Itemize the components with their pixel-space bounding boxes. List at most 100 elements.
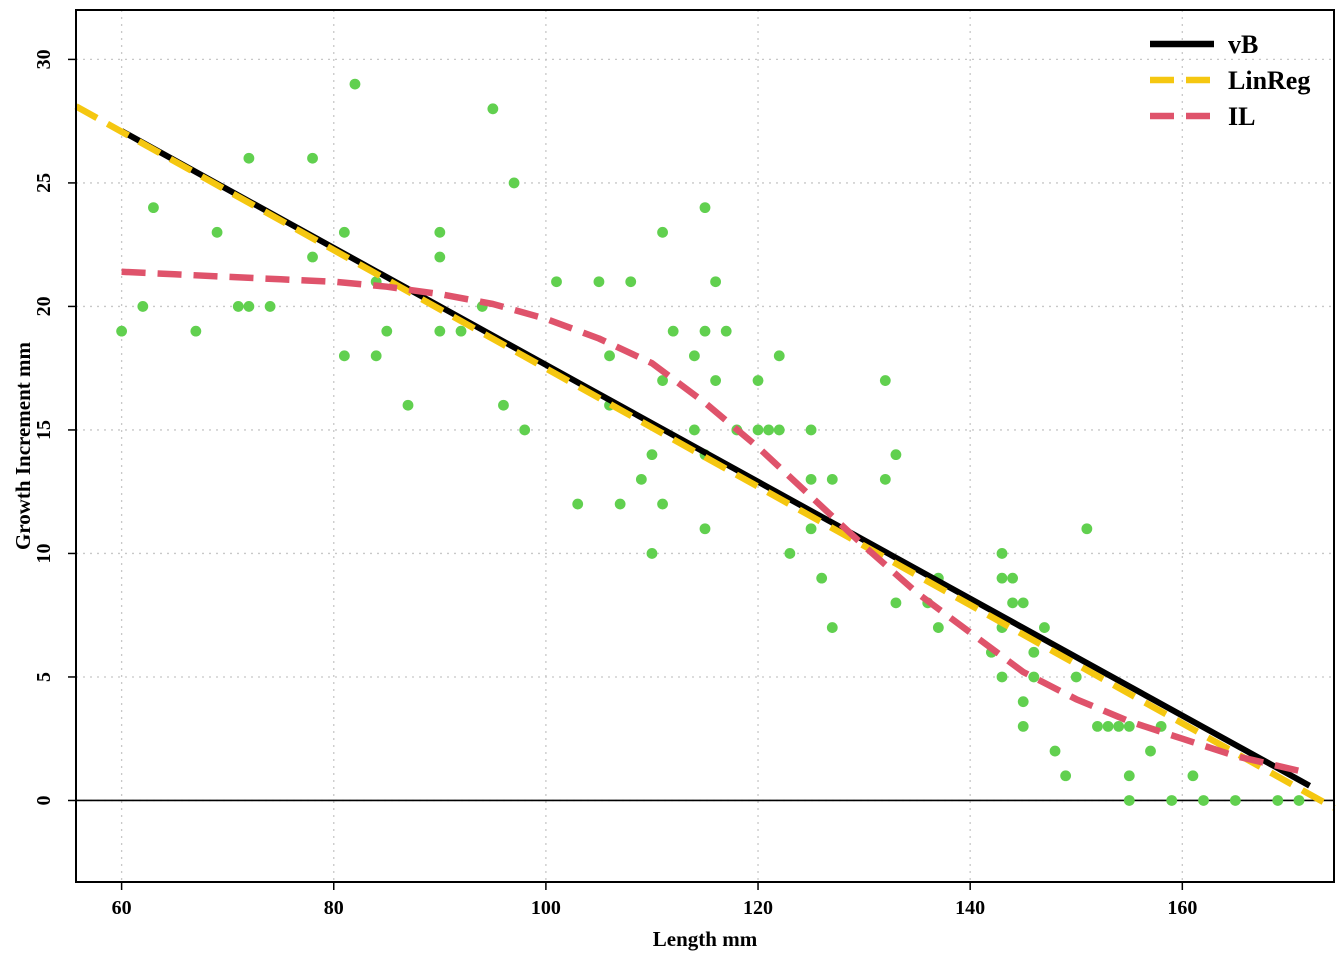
data-point (1007, 597, 1019, 609)
data-point (498, 399, 509, 411)
y-axis: 0 5 10 15 20 25 30 (33, 49, 76, 805)
data-point (805, 473, 817, 485)
data-point (805, 523, 817, 535)
y-tick-label-5: 5 (33, 672, 55, 682)
data-point (826, 622, 838, 633)
data-point (593, 276, 605, 288)
data-point (1293, 795, 1305, 806)
data-point (646, 548, 658, 559)
data-point (1145, 745, 1156, 757)
data-point (699, 523, 711, 535)
data-point (646, 449, 658, 461)
data-point (1166, 795, 1178, 806)
series-line-linreg (74, 103, 1336, 811)
y-axis-label: Growth Increment mm (11, 341, 35, 550)
data-point (338, 226, 350, 238)
x-tick-label-80: 80 (324, 897, 344, 919)
data-point (370, 350, 382, 362)
data-points (116, 78, 1305, 806)
data-point (1028, 646, 1040, 658)
series-line-il (121, 268, 1300, 774)
data-point (1081, 523, 1093, 535)
data-point (434, 325, 446, 337)
data-point (243, 301, 255, 312)
data-point (402, 399, 414, 411)
data-point (699, 325, 711, 337)
y-tick-label-15: 15 (33, 420, 55, 440)
data-point (264, 301, 276, 312)
data-point (519, 424, 531, 436)
data-point (710, 276, 722, 288)
data-point (1017, 597, 1029, 609)
data-point (1272, 795, 1284, 806)
legend: vB LinReg IL (1150, 30, 1310, 131)
data-point (1198, 795, 1209, 806)
data-point (614, 498, 626, 510)
x-axis: 60 80 100 120 140 160 (112, 882, 1197, 919)
data-point (826, 473, 838, 485)
series-line-vb (120, 128, 1312, 789)
data-point (1123, 720, 1135, 732)
data-point (720, 325, 732, 337)
data-point (890, 597, 902, 609)
data-point (116, 325, 128, 337)
data-point (1113, 720, 1125, 732)
data-point (604, 350, 615, 362)
data-point (434, 226, 446, 238)
data-point (1039, 622, 1050, 633)
data-point (752, 375, 764, 386)
data-point (996, 548, 1008, 559)
data-point (307, 152, 318, 164)
data-point (455, 325, 467, 337)
data-point (763, 424, 775, 436)
data-point (784, 548, 796, 559)
data-point (879, 375, 891, 386)
x-tick-label-160: 160 (1167, 897, 1197, 919)
data-point (1017, 696, 1029, 708)
data-point (773, 350, 785, 362)
data-point (211, 226, 223, 238)
x-axis-label: Length mm (653, 927, 758, 951)
data-point (243, 152, 255, 164)
data-point (752, 424, 764, 436)
data-point (349, 78, 361, 90)
data-point (338, 350, 350, 362)
data-point (932, 622, 944, 633)
data-point (688, 424, 700, 436)
x-tick-label-120: 120 (743, 897, 773, 919)
data-point (625, 276, 637, 288)
data-point (381, 325, 393, 337)
data-point (657, 498, 668, 510)
data-point (667, 325, 679, 337)
data-point (1229, 795, 1241, 806)
data-point (508, 177, 520, 189)
legend-label-linreg: LinReg (1228, 66, 1310, 95)
data-point (710, 375, 722, 386)
data-point (1060, 770, 1072, 782)
data-point (688, 350, 700, 362)
x-tick-label-140: 140 (955, 897, 985, 919)
data-point (890, 449, 902, 461)
data-point (996, 671, 1008, 683)
data-point (434, 251, 446, 263)
data-point (148, 202, 159, 214)
data-point (657, 226, 668, 238)
data-point (1017, 720, 1029, 732)
fitted-lines (74, 103, 1336, 811)
data-point (773, 424, 785, 436)
legend-label-vb: vB (1228, 30, 1258, 59)
data-point (551, 276, 562, 288)
data-point (307, 251, 318, 263)
y-tick-label-20: 20 (33, 296, 55, 316)
data-point (879, 473, 891, 485)
data-point (137, 301, 149, 312)
data-point (487, 103, 499, 115)
plot-frame (75, 9, 1335, 883)
legend-label-il: IL (1228, 102, 1255, 131)
data-point (1123, 795, 1135, 806)
x-tick-label-60: 60 (112, 897, 132, 919)
data-point (1028, 671, 1040, 683)
data-point (657, 375, 668, 386)
data-point (1123, 770, 1135, 782)
